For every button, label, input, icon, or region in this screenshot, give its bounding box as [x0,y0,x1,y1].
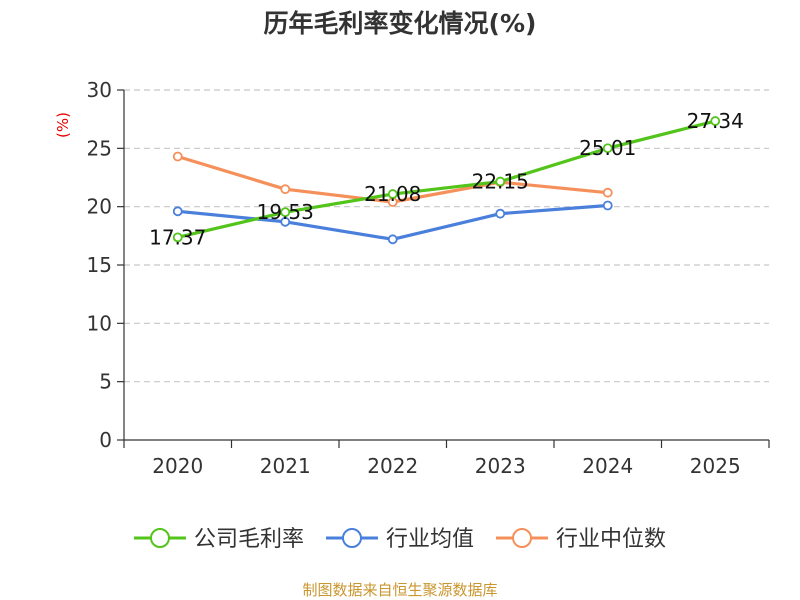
series-1-point-0 [172,206,183,217]
legend-swatch-marker-0 [149,528,170,548]
data-label: 25.01 [579,136,636,160]
series-0-point-1 [280,207,291,218]
series-0-point-0 [172,232,183,243]
legend-swatch-marker-1 [341,528,362,548]
y-tick-label: 10 [87,311,112,335]
x-tick-label: 2023 [475,454,526,478]
chart-title: 历年毛利率变化情况(%) [264,9,537,38]
series-1-point-1 [280,216,291,227]
series-lines [172,116,721,245]
series-0-point-4 [602,143,613,154]
y-tick-label: 0 [99,428,112,452]
series-line-0 [176,119,717,239]
data-label: 27.34 [687,109,744,133]
legend: 公司毛利率 行业均值 行业中位数 [133,527,666,552]
data-labels: 17.37 19.53 21.08 22.15 25.01 27.34 [149,109,744,249]
data-source-note: 制图数据来自恒生聚源数据库 [302,581,497,599]
series-1-point-3 [495,208,506,219]
gridlines [124,89,769,383]
x-tick-label: 2021 [260,454,311,478]
series-1-point-4 [602,200,613,211]
y-axis-unit-label: (%) [54,112,72,138]
legend-label: 行业中位数 [556,527,666,552]
series-2-point-0 [172,151,183,162]
data-label: 21.08 [364,182,421,206]
series-2-point-4 [602,187,613,198]
data-label: 22.15 [472,170,529,194]
y-tick-label: 20 [87,195,112,219]
series-0-point-5 [710,116,721,126]
legend-label: 公司毛利率 [194,527,304,552]
y-tick-label: 30 [87,78,112,102]
series-1-point-2 [387,234,398,245]
y-tick-label: 15 [87,253,112,277]
y-tick-label: 25 [87,136,112,160]
data-label: 17.37 [149,225,206,249]
series-0-point-2 [387,189,398,199]
legend-swatch-marker-2 [512,528,533,548]
legend-label: 行业均值 [386,527,474,552]
y-tick-label: 5 [99,370,112,394]
series-2-point-1 [280,184,291,195]
x-tick-label: 2025 [690,454,741,478]
x-tick-label: 2024 [582,454,633,478]
data-label: 19.53 [257,200,314,224]
x-tick-label: 2022 [367,454,418,478]
series-0-point-3 [495,176,506,187]
x-tick-label: 2020 [152,454,203,478]
